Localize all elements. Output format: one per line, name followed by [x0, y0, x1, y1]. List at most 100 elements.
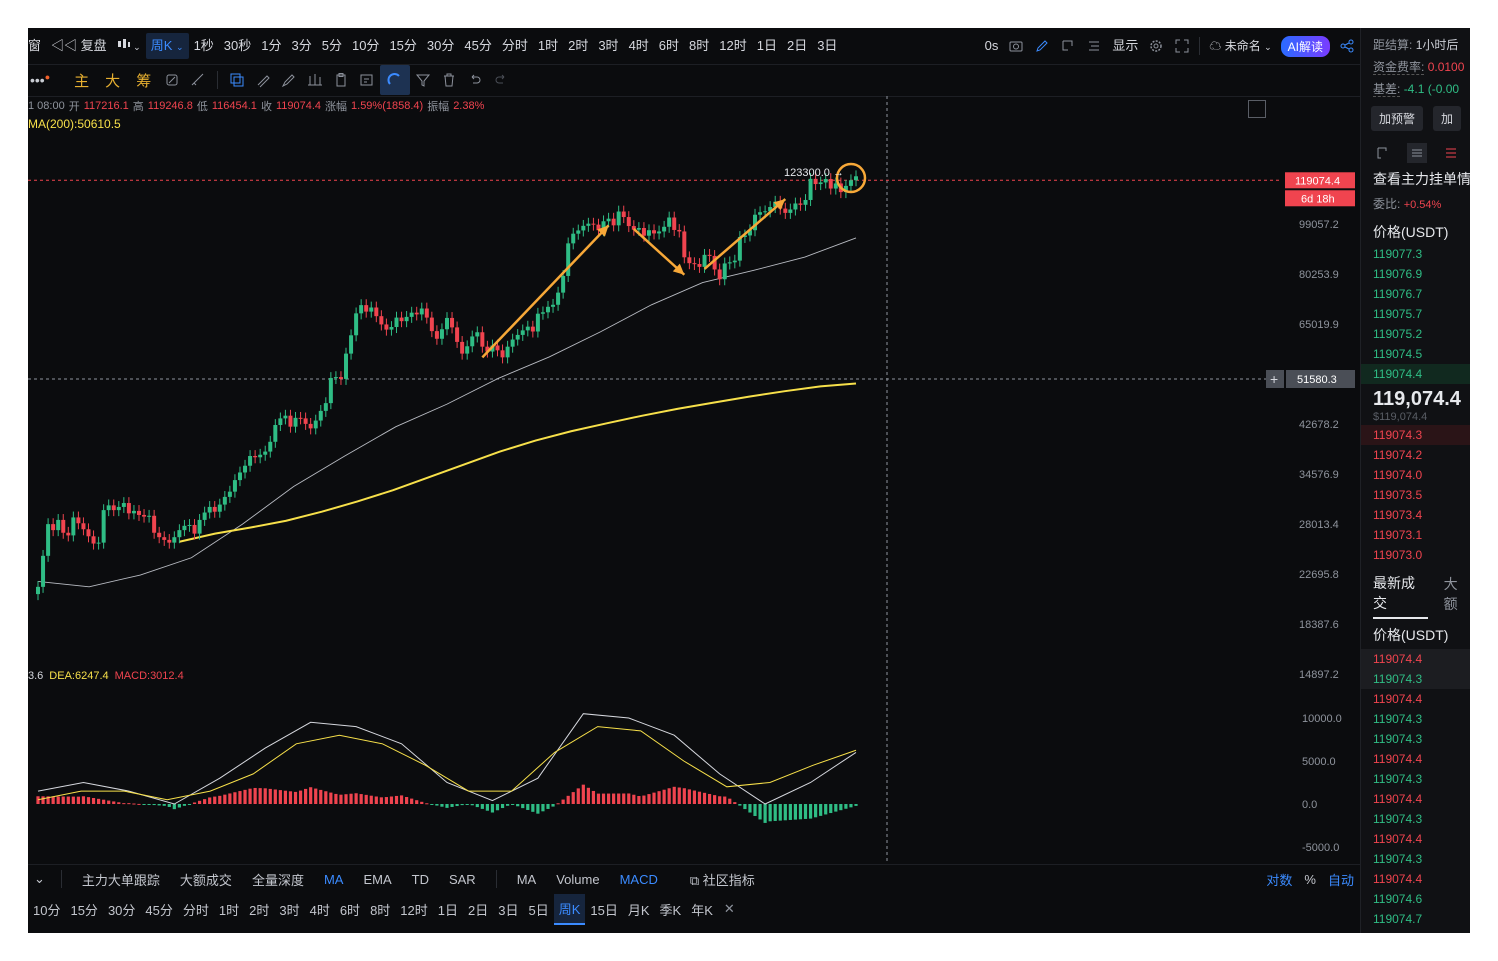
quick-interval-7[interactable]: 3时: [279, 902, 300, 918]
indicator-4[interactable]: EMA: [363, 871, 392, 887]
interval-9[interactable]: 分时: [501, 38, 528, 53]
quick-interval-16[interactable]: 周K: [553, 893, 586, 925]
redo-icon[interactable]: [488, 67, 514, 93]
indicator-3[interactable]: MA: [323, 871, 344, 887]
quick-interval-8[interactable]: 4时: [309, 902, 330, 918]
display-button[interactable]: 显示: [1112, 38, 1139, 53]
indicator-1[interactable]: 大额成交: [179, 872, 232, 888]
filter-icon[interactable]: [410, 67, 436, 93]
quick-interval-13[interactable]: 2日: [468, 902, 489, 918]
indicator-0[interactable]: 主力大单跟踪: [81, 872, 160, 888]
sub-indicator-1[interactable]: Volume: [556, 871, 600, 887]
add-button[interactable]: 加: [1433, 106, 1462, 131]
percent-scale-toggle[interactable]: %: [1304, 871, 1316, 887]
shapes-icon[interactable]: [159, 67, 185, 93]
quick-interval-6[interactable]: 2时: [249, 902, 270, 918]
quick-interval-10[interactable]: 8时: [370, 902, 391, 918]
add-alert-button[interactable]: 加预警: [1371, 106, 1424, 131]
log-scale-toggle[interactable]: 对数: [1266, 872, 1293, 888]
quick-interval-9[interactable]: 6时: [339, 902, 361, 918]
fullscreen-icon[interactable]: [1169, 33, 1195, 59]
interval-14[interactable]: 6时: [658, 38, 680, 53]
ask-row[interactable]: 119074.4: [1361, 364, 1470, 384]
interval-15[interactable]: 8时: [689, 38, 710, 53]
ask-row[interactable]: 119076.7: [1373, 287, 1423, 301]
brush-icon[interactable]: [250, 67, 276, 93]
trendline-icon[interactable]: [224, 67, 250, 93]
gear-icon[interactable]: [1143, 33, 1169, 59]
auto-scale-toggle[interactable]: 自动: [1327, 872, 1354, 888]
bid-row[interactable]: 119073.5: [1373, 488, 1423, 502]
interval-17[interactable]: 1日: [756, 38, 777, 53]
interval-8[interactable]: 45分: [464, 38, 492, 53]
select-icon[interactable]: [1055, 33, 1081, 59]
large-trades-tab[interactable]: 大额: [1443, 576, 1458, 612]
interval-5[interactable]: 10分: [351, 38, 380, 53]
collapse-icon[interactable]: ⌄: [34, 871, 45, 886]
ask-row[interactable]: 119075.2: [1373, 327, 1423, 341]
trash-icon[interactable]: [436, 67, 462, 93]
interval-2[interactable]: 1分: [261, 38, 282, 53]
quick-interval-2[interactable]: 30分: [107, 902, 136, 918]
undo-icon[interactable]: [462, 67, 488, 93]
quick-interval-15[interactable]: 5日: [528, 902, 549, 918]
quick-interval-19[interactable]: 季K: [659, 902, 682, 918]
interval-12[interactable]: 3时: [598, 38, 619, 53]
interval-18[interactable]: 2日: [786, 38, 808, 53]
interval-13[interactable]: 4时: [628, 38, 649, 53]
quick-interval-1[interactable]: 15分: [70, 902, 98, 918]
ask-row[interactable]: 119074.5: [1373, 347, 1423, 361]
quick-interval-11[interactable]: 12时: [400, 902, 428, 918]
interval-6[interactable]: 15分: [389, 38, 417, 53]
indicator-5[interactable]: TD: [411, 871, 429, 887]
interval-16[interactable]: 12时: [719, 38, 747, 53]
quick-interval-5[interactable]: 1时: [218, 902, 240, 918]
price-chart[interactable]: 123300.0 → 99057.2 80253.9 65019.9 42678.2 34…: [28, 96, 1360, 864]
ask-row[interactable]: 119077.3: [1373, 247, 1423, 261]
bid-row[interactable]: 119073.1: [1373, 528, 1423, 542]
bid-row[interactable]: 119073.0: [1373, 548, 1423, 562]
chart-type-button[interactable]: ⌄: [112, 33, 146, 59]
quick-interval-17[interactable]: 15日: [590, 902, 618, 918]
quick-interval-20[interactable]: 年K: [691, 902, 713, 918]
quick-interval-4[interactable]: 分时: [182, 902, 209, 918]
indicator-chips-button[interactable]: 筹: [136, 72, 152, 90]
camera-icon[interactable]: [1003, 33, 1029, 59]
clipboard-icon[interactable]: [328, 67, 354, 93]
ask-row[interactable]: 119076.9: [1373, 267, 1423, 281]
ai-button[interactable]: AI解读: [1280, 35, 1330, 57]
magnet-icon[interactable]: [380, 65, 411, 95]
list-icon[interactable]: [1081, 33, 1107, 59]
quick-interval-0[interactable]: 10分: [33, 902, 61, 918]
more-icon[interactable]: •••●: [30, 72, 51, 88]
ruler-icon[interactable]: [185, 67, 211, 93]
indicator-main-button[interactable]: 主: [74, 72, 90, 90]
close-icon[interactable]: ✕: [723, 901, 735, 916]
interval-7[interactable]: 30分: [426, 38, 455, 53]
indicator-2[interactable]: 全量深度: [251, 872, 304, 888]
pen-icon[interactable]: [1029, 33, 1055, 59]
quick-interval-12[interactable]: 1日: [437, 902, 458, 918]
interval-11[interactable]: 2时: [568, 38, 589, 53]
sub-indicator-2[interactable]: MACD: [619, 871, 658, 887]
bid-row[interactable]: 119074.0: [1373, 468, 1423, 482]
orderbook-bids-icon[interactable]: [1407, 143, 1427, 163]
orderbook-title[interactable]: 查看主力挂单情: [1373, 171, 1470, 187]
bid-row[interactable]: 119074.3: [1361, 425, 1470, 445]
interval-1[interactable]: 30秒: [223, 38, 252, 53]
interval-19[interactable]: 3日: [817, 38, 838, 53]
indicator-6[interactable]: SAR: [448, 871, 476, 887]
bid-row[interactable]: 119073.4: [1373, 508, 1423, 522]
orderbook-both-icon[interactable]: [1373, 143, 1393, 163]
interval-3[interactable]: 3分: [291, 38, 312, 53]
indicator-big-button[interactable]: 大: [105, 72, 121, 90]
ask-row[interactable]: 119075.7: [1373, 307, 1423, 321]
latest-trades-tab[interactable]: 最新成交: [1373, 573, 1428, 619]
period-dropdown[interactable]: 周K ⌄: [145, 33, 189, 59]
replay-button[interactable]: ◁◁ 复盘: [46, 33, 112, 59]
bid-row[interactable]: 119074.2: [1373, 448, 1423, 462]
pencil-icon[interactable]: [276, 67, 302, 93]
fib-icon[interactable]: [302, 67, 328, 93]
interval-4[interactable]: 5分: [321, 38, 342, 53]
quick-interval-3[interactable]: 45分: [145, 902, 173, 918]
